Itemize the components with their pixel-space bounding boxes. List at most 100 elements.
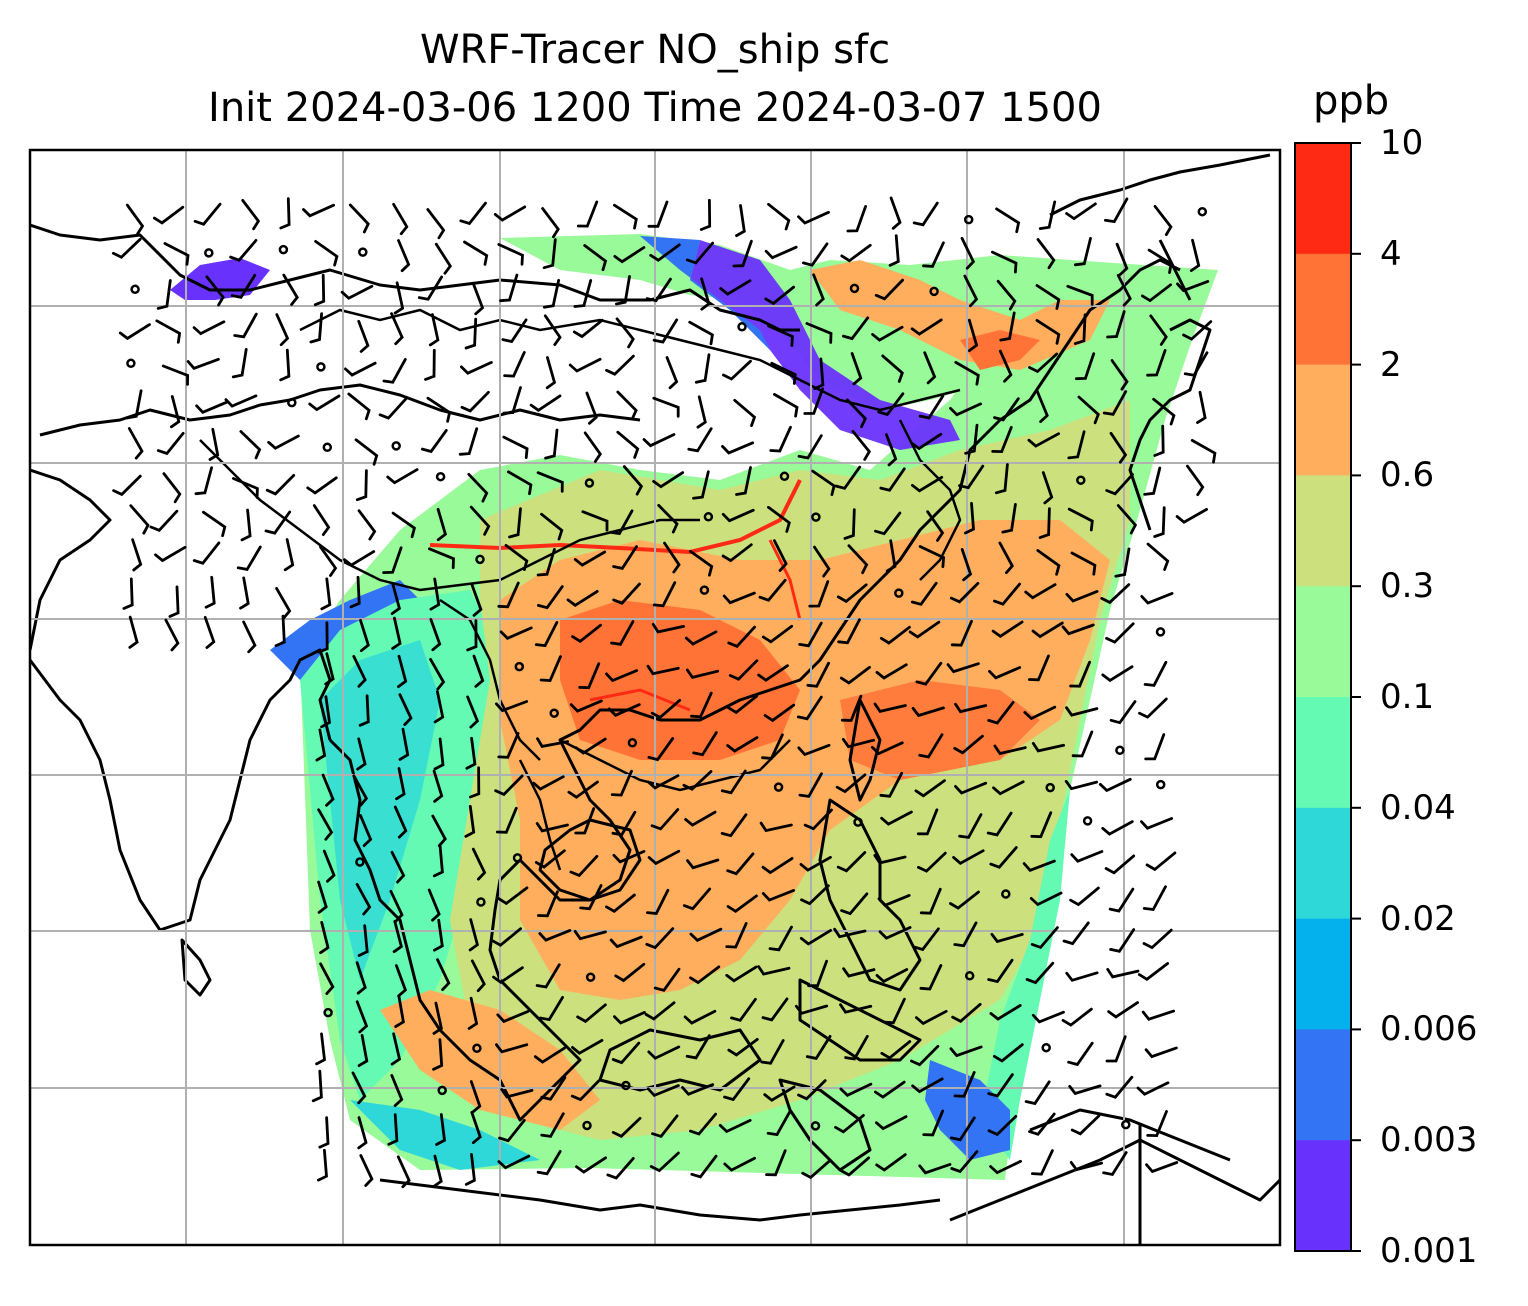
wind-barb-icon bbox=[663, 541, 681, 574]
wind-barb-icon bbox=[727, 694, 758, 715]
wind-barb-icon bbox=[575, 1156, 607, 1174]
wind-barb-icon bbox=[761, 857, 794, 875]
wind-barb-icon bbox=[382, 358, 407, 384]
wind-barb-icon bbox=[1075, 352, 1096, 381]
wind-barb-icon bbox=[615, 317, 635, 349]
calm-wind-circle-icon bbox=[316, 362, 326, 372]
wind-barb-icon bbox=[757, 664, 789, 682]
wind-barb-icon bbox=[841, 737, 875, 749]
wind-barb-icon bbox=[768, 925, 793, 952]
wind-barb-icon bbox=[722, 359, 752, 381]
wind-barb-icon bbox=[322, 849, 336, 883]
wind-barb-icon bbox=[131, 538, 143, 572]
wind-barb-icon bbox=[355, 882, 372, 916]
wind-barb-icon bbox=[343, 550, 376, 567]
wind-barb-icon bbox=[850, 352, 863, 386]
colorbar-band bbox=[1295, 1029, 1351, 1141]
wind-barb-icon bbox=[646, 664, 680, 676]
wind-barb-icon bbox=[727, 625, 756, 648]
wind-barb-icon bbox=[535, 822, 569, 833]
calm-wind-circle-icon bbox=[476, 897, 486, 907]
wind-barb-icon bbox=[168, 585, 180, 618]
wind-barb-icon bbox=[844, 1035, 869, 1061]
wind-barb-icon bbox=[610, 620, 635, 646]
wind-barb-icon bbox=[875, 1153, 907, 1172]
wind-barb-icon bbox=[1067, 507, 1094, 532]
wind-barb-icon bbox=[163, 242, 190, 266]
wind-barb-icon bbox=[319, 921, 330, 955]
wind-barb-icon bbox=[1110, 359, 1129, 391]
wind-barb-icon bbox=[1070, 551, 1097, 576]
wind-barb-icon bbox=[426, 208, 446, 240]
wind-barb-icon bbox=[1028, 1112, 1056, 1136]
wind-barb-icon bbox=[1077, 395, 1100, 425]
calm-wind-circle-icon bbox=[1076, 475, 1086, 485]
wind-barb-icon bbox=[302, 203, 335, 218]
wind-barb-icon bbox=[241, 199, 261, 231]
wind-barb-icon bbox=[279, 348, 291, 382]
wind-barb-icon bbox=[282, 273, 299, 306]
wind-barb-icon bbox=[953, 921, 978, 948]
calm-wind-circle-icon bbox=[853, 817, 863, 827]
wind-barb-icon bbox=[573, 929, 607, 941]
wind-barb-icon bbox=[112, 474, 142, 497]
wind-barb-icon bbox=[767, 324, 794, 347]
wind-barb-icon bbox=[649, 1151, 680, 1173]
wind-barb-icon bbox=[954, 781, 988, 795]
wind-barb-icon bbox=[431, 814, 447, 848]
wind-barb-icon bbox=[760, 1039, 785, 1065]
calm-wind-circle-icon bbox=[699, 585, 710, 595]
wind-barb-icon bbox=[605, 893, 636, 913]
wind-barb-icon bbox=[275, 313, 290, 347]
wind-barb-icon bbox=[309, 312, 323, 344]
wind-barb-icon bbox=[127, 427, 144, 460]
wind-barb-icon bbox=[911, 475, 944, 493]
wind-barb-icon bbox=[344, 361, 377, 377]
wind-barb-icon bbox=[987, 958, 1014, 984]
wind-barb-icon bbox=[347, 392, 371, 421]
wind-barb-icon bbox=[351, 1071, 367, 1105]
calm-wind-circle-icon bbox=[621, 1080, 631, 1091]
wind-barb-icon bbox=[491, 927, 522, 947]
wind-barb-icon bbox=[1105, 1035, 1127, 1063]
wind-barb-icon bbox=[279, 197, 291, 230]
wind-barb-icon bbox=[805, 1035, 832, 1060]
calm-wind-circle-icon bbox=[512, 853, 523, 863]
wind-barb-icon bbox=[954, 702, 988, 714]
field-red-orange-core bbox=[560, 600, 800, 760]
wind-barb-icon bbox=[690, 691, 713, 719]
wind-barb-icon bbox=[926, 510, 945, 542]
wind-barb-icon bbox=[398, 727, 410, 761]
wind-barb-icon bbox=[126, 389, 143, 420]
calm-wind-circle-icon bbox=[779, 471, 790, 482]
wind-barb-icon bbox=[682, 887, 712, 911]
wind-barb-icon bbox=[545, 356, 557, 390]
wind-barb-icon bbox=[992, 780, 1025, 796]
wind-barb-icon bbox=[1141, 283, 1172, 303]
wind-barb-icon bbox=[572, 318, 604, 339]
wind-barb-icon bbox=[805, 322, 833, 344]
wind-barb-icon bbox=[536, 1150, 562, 1176]
calm-wind-circle-icon bbox=[322, 442, 333, 453]
wind-barb-icon bbox=[614, 962, 646, 983]
wind-barb-icon bbox=[320, 577, 332, 611]
wind-barb-icon bbox=[952, 849, 985, 865]
wind-barb-icon bbox=[204, 575, 216, 609]
wind-barb-icon bbox=[798, 621, 823, 648]
wind-barb-icon bbox=[720, 813, 748, 838]
wind-barb-icon bbox=[807, 959, 828, 988]
colorbar-band bbox=[1295, 475, 1351, 587]
wind-barb-icon bbox=[391, 616, 402, 650]
wind-barb-icon bbox=[118, 323, 151, 341]
wind-barb-icon bbox=[161, 364, 190, 386]
wind-barb-icon bbox=[1027, 432, 1060, 448]
wind-barb-icon bbox=[1142, 885, 1167, 912]
wind-barb-icon bbox=[432, 844, 444, 878]
wind-barb-icon bbox=[1146, 1110, 1168, 1138]
wind-barb-icon bbox=[432, 1038, 444, 1071]
wind-barb-icon bbox=[949, 1045, 983, 1058]
wind-barb-icon bbox=[395, 767, 406, 801]
wind-barb-icon bbox=[991, 250, 1018, 274]
wind-barb-icon bbox=[803, 808, 833, 831]
wind-barb-icon bbox=[839, 665, 871, 685]
